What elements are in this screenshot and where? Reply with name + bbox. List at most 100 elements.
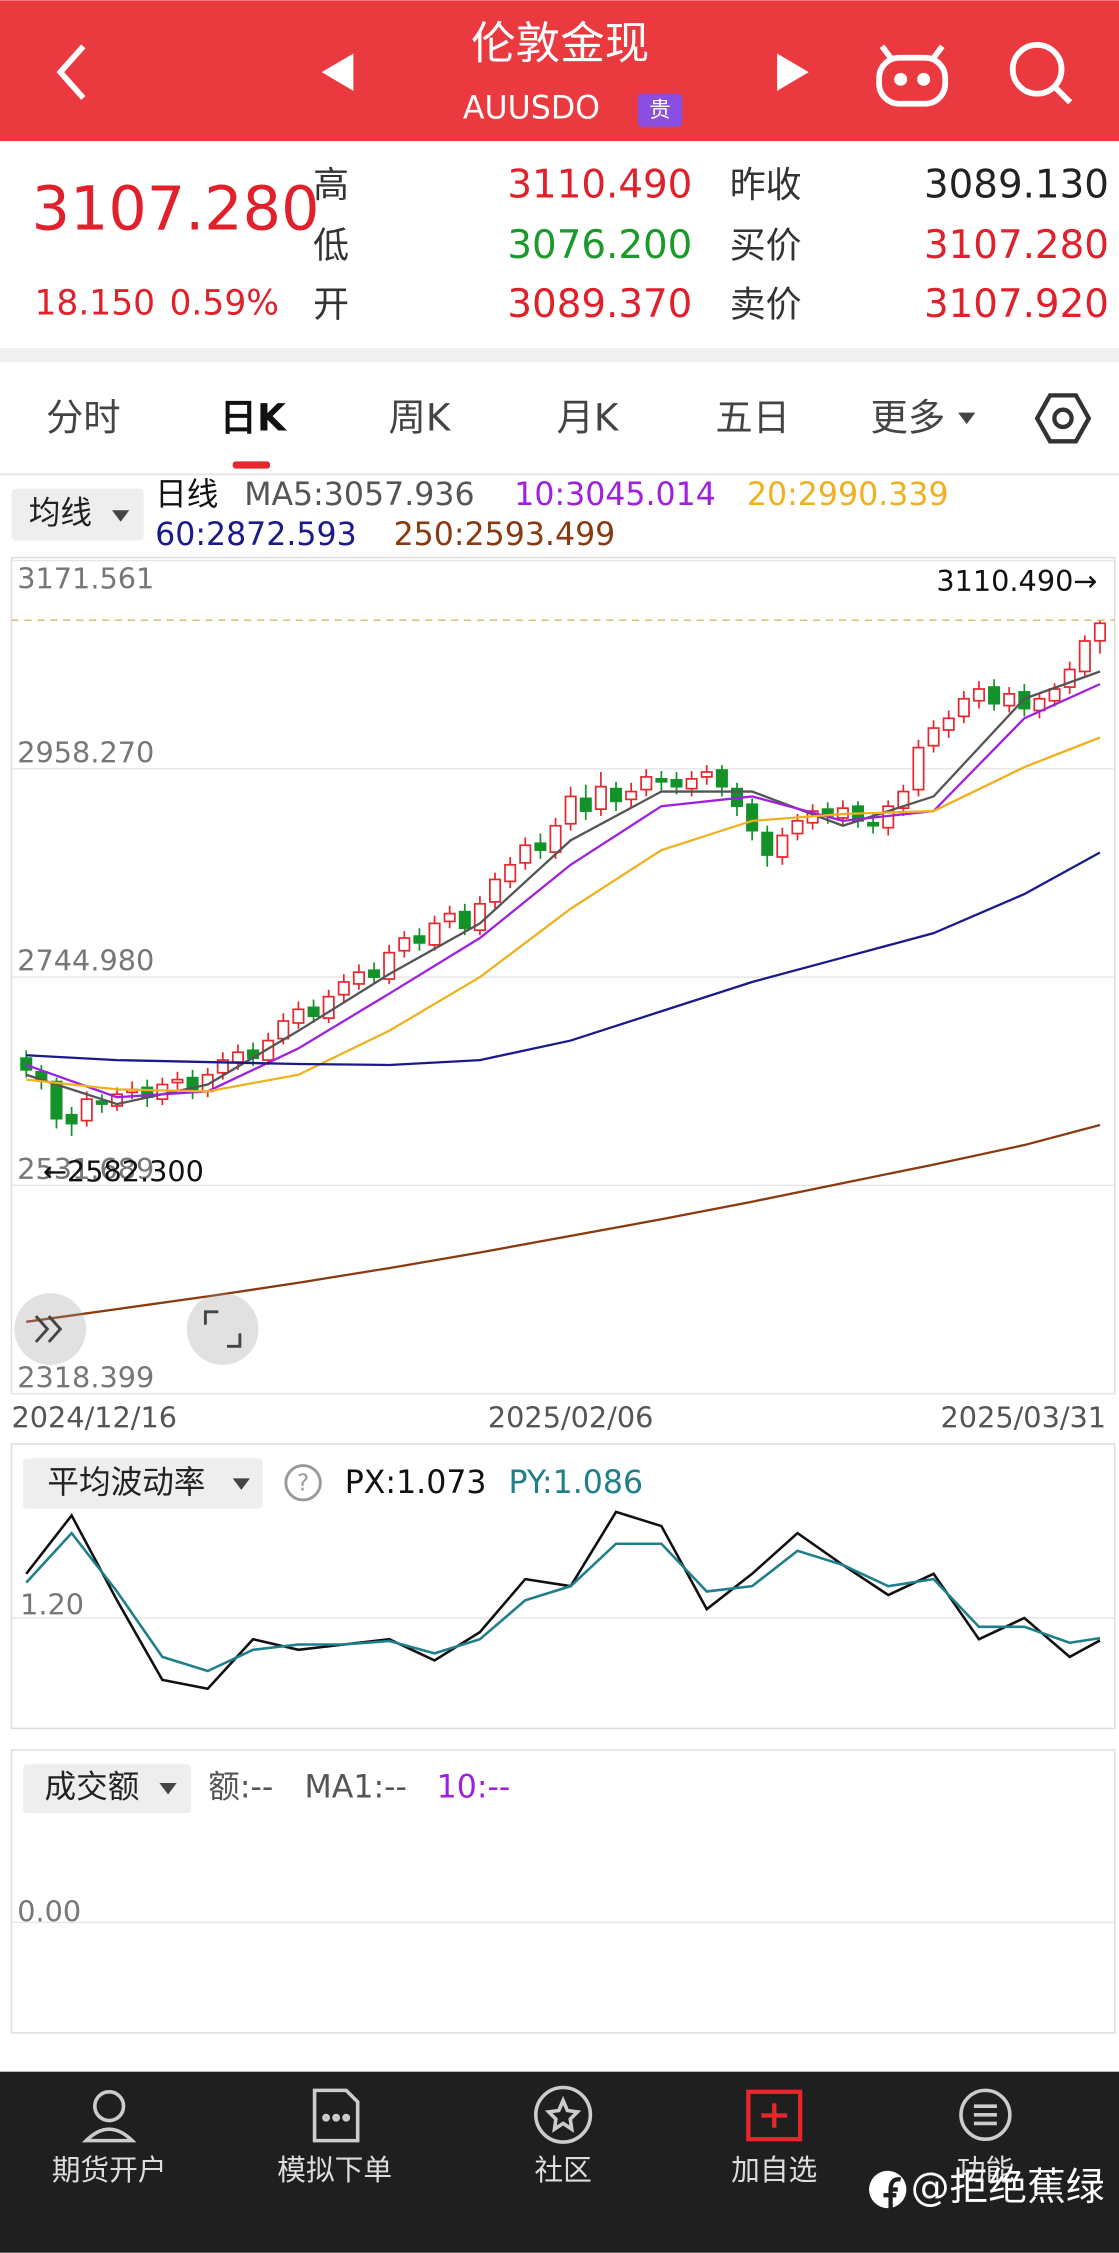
y-tick-label: 2958.270 [17, 735, 154, 769]
y-tick-label: 3171.561 [17, 562, 154, 596]
candle-body [65, 1113, 78, 1125]
tab[interactable]: 五日 [715, 395, 790, 439]
candle-body [957, 697, 970, 718]
candle-body [715, 769, 728, 788]
legend-item: MA1:-- [305, 1770, 407, 1806]
candle-body [579, 797, 592, 812]
candle-body [231, 1051, 244, 1063]
robot-icon[interactable] [876, 44, 949, 107]
field-label: 昨收 [730, 165, 802, 206]
candle-body [20, 1057, 33, 1071]
nav-item[interactable]: 加自选 [731, 2153, 817, 2187]
badge-bg [637, 93, 683, 127]
title: 伦敦金现 [471, 17, 649, 69]
expand-left-button[interactable] [14, 1293, 87, 1365]
x-tick-label: 2025/02/06 [488, 1401, 654, 1435]
tab[interactable]: 分时 [46, 395, 121, 439]
high-annotation: 3110.490→ [936, 564, 1097, 598]
dropdown-arrow [958, 412, 976, 425]
candle-body [458, 910, 471, 930]
nav-icon [312, 2088, 360, 2143]
indicator-line [25, 1510, 1101, 1691]
ma-line [26, 851, 1101, 1067]
watermark-logo-mark [883, 2177, 901, 2209]
watermark-logo [869, 2170, 907, 2209]
legend-item: 60:2872.593 [155, 517, 357, 553]
candle-body [897, 790, 910, 810]
candle-body [80, 1098, 93, 1122]
nav-icon [959, 2088, 1012, 2141]
indicator-line [25, 1531, 1101, 1673]
field-label: 高 [313, 165, 349, 206]
tab[interactable]: 月K [557, 395, 620, 439]
candle-body [277, 1020, 290, 1040]
candle-body [171, 1078, 184, 1084]
candle-body [262, 1039, 275, 1061]
candle-body [594, 785, 607, 810]
candle-body [156, 1083, 169, 1101]
expand-left-icon [34, 1315, 63, 1343]
y-tick-label: 2744.980 [17, 944, 154, 978]
candle-body [110, 1093, 124, 1107]
candle-body [428, 922, 441, 946]
ma-line [26, 736, 1101, 1093]
legend-item: PX:1.073 [345, 1465, 487, 1501]
y-tick-label: 2531.689 [17, 1152, 154, 1186]
candle-body [1093, 622, 1106, 642]
candle-body [927, 727, 940, 747]
y-tick-label: 0.00 [17, 1895, 81, 1929]
nav-item[interactable]: 社区 [534, 2153, 591, 2187]
ma-line [25, 670, 1101, 1106]
indicator-button-label: 平均波动率 [47, 1465, 205, 1501]
field-value: 3107.920 [924, 282, 1109, 327]
candle-body [1003, 693, 1016, 707]
legend-item: 20:2990.339 [747, 477, 949, 513]
indicator-button[interactable] [22, 1764, 192, 1814]
x-tick-label: 2025/03/31 [941, 1401, 1107, 1435]
candle-body [1063, 668, 1076, 688]
nav-icon [746, 2089, 803, 2142]
change-percent: 0.59% [170, 283, 280, 323]
indicator-button[interactable] [11, 488, 144, 541]
candle-body [867, 821, 880, 827]
candle-body [791, 819, 804, 835]
candle-body [413, 935, 426, 944]
dropdown-arrow [112, 510, 130, 522]
candle-body [746, 803, 759, 832]
search-icon[interactable] [1009, 41, 1073, 105]
help-icon[interactable] [284, 1464, 322, 1502]
candle-body [489, 878, 502, 903]
nav-item[interactable]: 模拟下单 [277, 2153, 392, 2187]
field-label: 低 [313, 225, 349, 266]
candle-body [1078, 640, 1091, 673]
field-value: 3089.370 [507, 282, 692, 327]
tab-indicator [232, 461, 271, 469]
candle-body [685, 777, 698, 790]
nav-item[interactable]: 期货开户 [52, 2153, 167, 2187]
back-button[interactable] [56, 44, 86, 100]
candle-body [337, 981, 350, 996]
tab[interactable]: 更多 [871, 395, 946, 439]
tab-active[interactable]: 日K [220, 395, 288, 439]
field-label: 卖价 [730, 284, 802, 325]
candle-body [352, 971, 365, 985]
dropdown-arrow [232, 1478, 250, 1490]
candle-body [655, 777, 668, 783]
next-button[interactable] [777, 53, 809, 91]
tab[interactable]: 周K [389, 395, 452, 439]
indicator-button[interactable] [22, 1458, 263, 1509]
candle-body [972, 688, 985, 702]
change: 18.150 [34, 283, 155, 323]
candle-body [216, 1059, 229, 1074]
fullscreen-button[interactable] [186, 1293, 259, 1365]
nav-icon [534, 2085, 593, 2144]
candle-body [625, 790, 638, 801]
candle-body [670, 778, 683, 788]
candle-body [95, 1100, 108, 1105]
prev-button[interactable] [321, 53, 354, 91]
volume-frame [10, 1749, 1116, 2034]
nav-item[interactable]: 功能 [957, 2153, 1014, 2187]
settings-icon[interactable] [1034, 393, 1092, 444]
candle-body [519, 844, 532, 864]
